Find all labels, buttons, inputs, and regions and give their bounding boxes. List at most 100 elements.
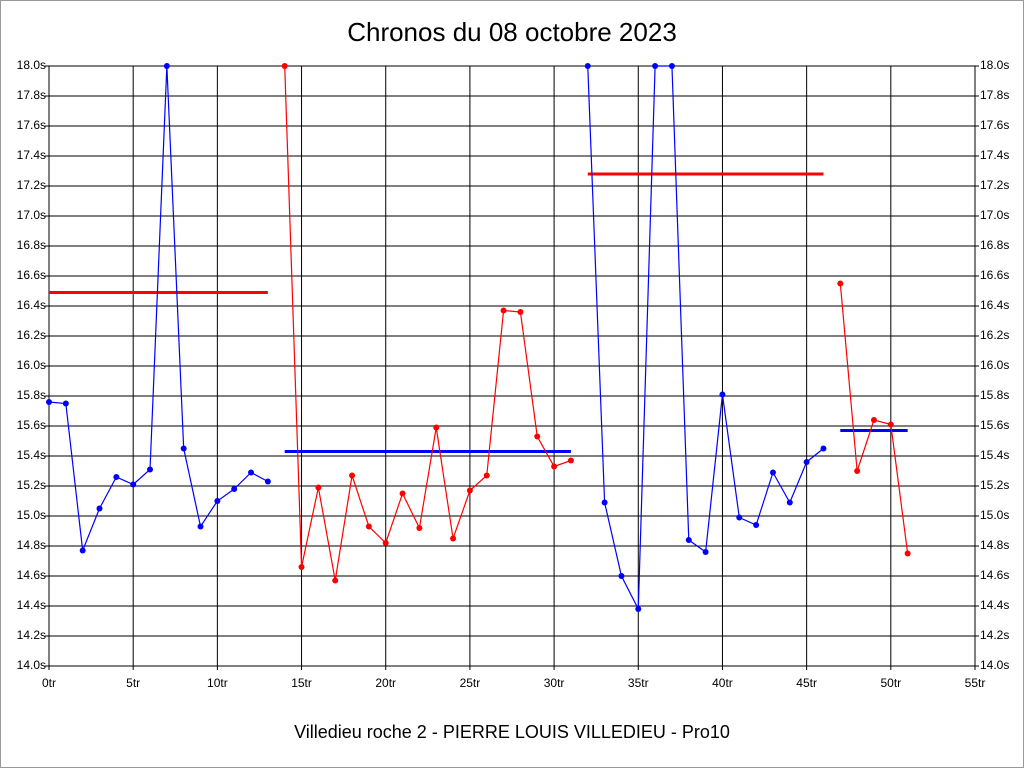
y-tick-label: 14.2s [17, 628, 46, 642]
y-tick-label: 14.8s [17, 538, 46, 552]
data-point [854, 468, 861, 474]
y2-tick-label: 17.2s [980, 178, 1009, 192]
y-tick-label: 16.2s [17, 328, 46, 342]
data-point [349, 472, 356, 479]
data-point [534, 433, 541, 440]
data-point [214, 498, 221, 504]
data-point [62, 400, 69, 407]
x-tick-label: 30tr [544, 676, 565, 690]
data-point [551, 463, 558, 470]
y2-tick-label: 15.0s [980, 508, 1009, 522]
y2-tick-label: 14.4s [980, 598, 1009, 612]
data-point [887, 421, 894, 428]
data-point [500, 307, 507, 314]
y-tick-label: 14.6s [17, 568, 46, 582]
data-point [46, 399, 52, 405]
y2-tick-label: 16.4s [980, 298, 1009, 312]
y2-tick-label: 18.0s [980, 58, 1009, 72]
data-point [416, 525, 423, 531]
data-point [517, 309, 524, 315]
y2-tick-label: 17.8s [980, 88, 1009, 102]
data-point [870, 417, 877, 423]
y2-tick-label: 17.0s [980, 208, 1009, 222]
y2-tick-label: 14.0s [980, 658, 1009, 672]
y2-tick-label: 16.0s [980, 358, 1009, 372]
y-tick-label: 15.6s [17, 418, 46, 432]
data-point [163, 63, 170, 69]
y2-tick-label: 15.8s [980, 388, 1009, 402]
data-point [702, 549, 709, 555]
x-tick-label: 5tr [126, 676, 140, 690]
data-point [147, 466, 154, 473]
data-point [248, 469, 255, 476]
y-tick-label: 17.2s [17, 178, 46, 192]
x-tick-label: 35tr [628, 676, 649, 690]
y-tick-label: 16.4s [17, 298, 46, 312]
data-point [450, 535, 457, 542]
data-point [584, 63, 591, 69]
data-point [231, 486, 238, 492]
data-point [769, 469, 776, 476]
data-point [601, 499, 608, 506]
data-point [113, 474, 120, 480]
data-point [753, 522, 760, 528]
y-tick-label: 15.8s [17, 388, 46, 402]
y2-tick-label: 15.4s [980, 448, 1009, 462]
chart-title: Chronos du 08 octobre 2023 [347, 17, 677, 47]
data-point [736, 514, 743, 521]
data-point [264, 478, 271, 485]
y-tick-label: 15.2s [17, 478, 46, 492]
y-tick-label: 17.0s [17, 208, 46, 222]
data-point [130, 481, 137, 488]
x-tick-label: 45tr [796, 676, 817, 690]
y-tick-label: 18.0s [17, 58, 46, 72]
y-tick-label: 15.4s [17, 448, 46, 462]
x-tick-label: 40tr [712, 676, 733, 690]
data-point [382, 540, 389, 546]
data-point [332, 577, 339, 584]
data-point [685, 537, 692, 543]
y2-tick-label: 15.6s [980, 418, 1009, 432]
y-tick-label: 17.8s [17, 88, 46, 102]
data-point [197, 523, 204, 530]
x-tick-label: 15tr [291, 676, 312, 690]
x-tick-label: 50tr [880, 676, 901, 690]
data-point [719, 391, 726, 398]
y2-tick-label: 17.4s [980, 148, 1009, 162]
y-tick-label: 17.4s [17, 148, 46, 162]
x-tick-label: 25tr [460, 676, 481, 690]
plot-border [48, 65, 976, 667]
x-tick-label: 0tr [42, 676, 56, 690]
y2-tick-label: 17.6s [980, 118, 1009, 132]
data-point [904, 550, 911, 557]
data-point [365, 523, 372, 530]
data-point [483, 472, 490, 479]
data-point [96, 505, 103, 512]
y2-tick-label: 16.2s [980, 328, 1009, 342]
data-point [180, 445, 187, 452]
data-point [635, 606, 642, 612]
y-tick-label: 17.6s [17, 118, 46, 132]
y2-tick-label: 16.8s [980, 238, 1009, 252]
data-point [786, 499, 793, 506]
data-point [567, 457, 574, 464]
x-tick-label: 10tr [207, 676, 228, 690]
data-point [618, 573, 625, 579]
data-point [466, 487, 473, 494]
y2-tick-label: 16.6s [980, 268, 1009, 282]
y-tick-label: 16.8s [17, 238, 46, 252]
data-point [803, 459, 810, 465]
x-tick-label: 20tr [375, 676, 396, 690]
data-point [399, 490, 406, 497]
data-point [837, 280, 844, 287]
y2-tick-label: 14.2s [980, 628, 1009, 642]
x-tick-label: 55tr [965, 676, 986, 690]
data-point [315, 484, 322, 491]
y-tick-label: 16.0s [17, 358, 46, 372]
y-tick-label: 16.6s [17, 268, 46, 282]
data-point [281, 63, 288, 69]
x-axis-label: Villedieu roche 2 - PIERRE LOUIS VILLEDI… [294, 722, 730, 742]
y2-tick-label: 15.2s [980, 478, 1009, 492]
